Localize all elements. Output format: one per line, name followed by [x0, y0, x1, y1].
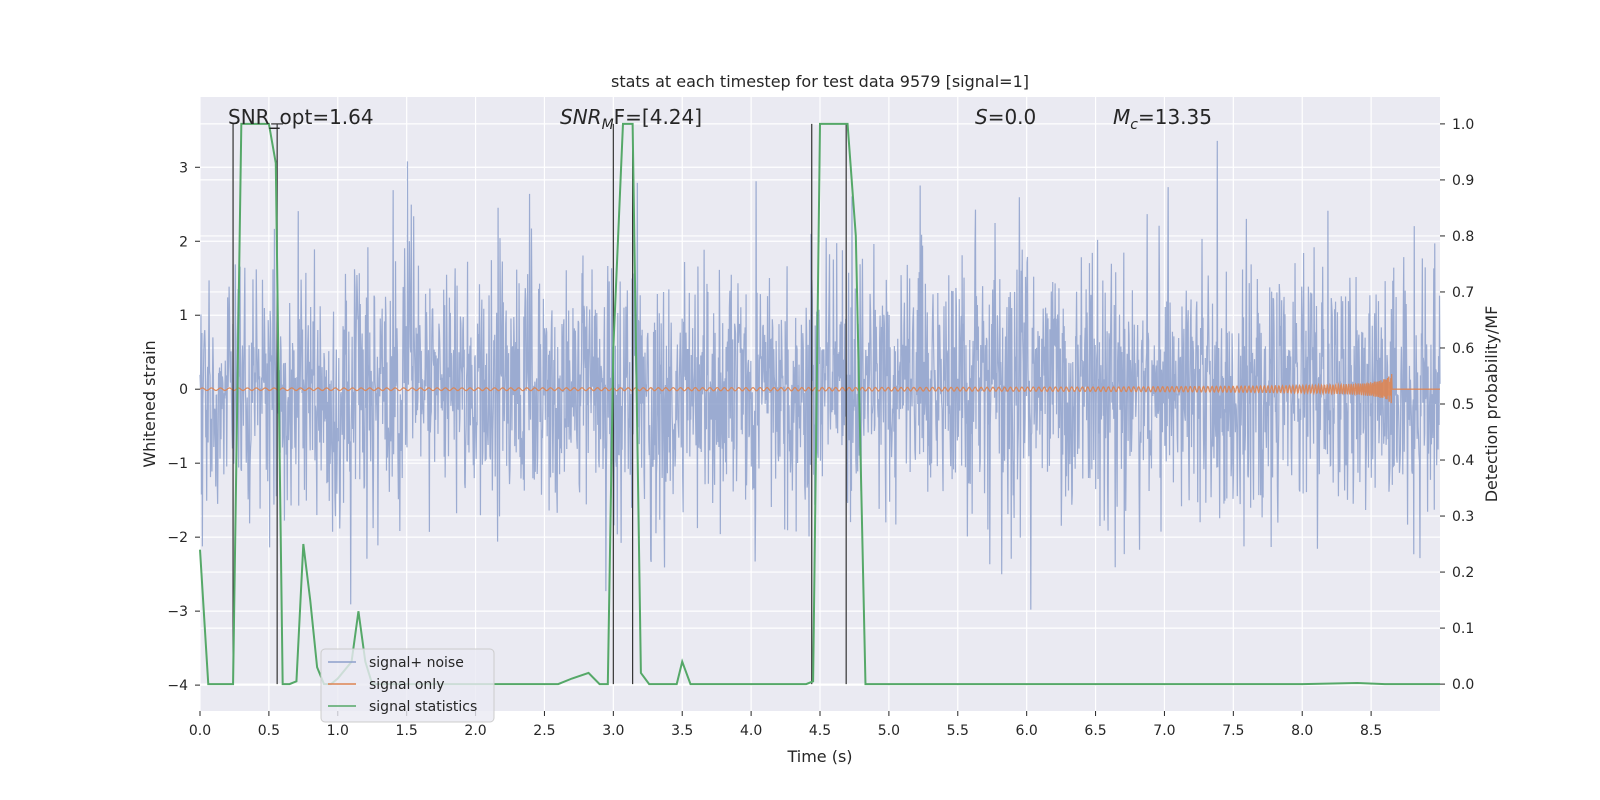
x-tick-label: 7.5: [1222, 723, 1244, 739]
x-tick-label: 6.0: [1016, 723, 1038, 739]
y-tick-label: −3: [167, 604, 188, 620]
legend: signal+ noise signal only signal statist…: [320, 648, 495, 723]
y2-tick-label: 0.4: [1452, 453, 1474, 469]
legend-entry-noise: signal+ noise: [369, 655, 464, 671]
y2-tick-label: 0.0: [1452, 677, 1474, 693]
x-tick-label: 8.5: [1360, 723, 1382, 739]
x-tick-label: 0.0: [189, 723, 211, 739]
y-tick-label: 1: [179, 308, 188, 324]
y2-tick-label: 0.3: [1452, 509, 1474, 525]
annotation-snr-mf-value: F=[4.24]: [614, 105, 702, 129]
stats-trace: [199, 122, 1440, 686]
legend-box: [320, 648, 495, 723]
annotation-s-symbol: S: [975, 105, 988, 129]
y-tick-label: 3: [179, 160, 188, 176]
y2-tick-label: 0.2: [1452, 565, 1474, 581]
annotation-mc-subscript: c: [1130, 117, 1138, 133]
annotation-snr-opt: SNR_opt=1.64: [228, 105, 374, 129]
series-signal-only: [199, 374, 1440, 404]
x-tick-label: 1.0: [327, 723, 349, 739]
y2-tick-label: 0.1: [1452, 621, 1474, 637]
legend-entry-signal: signal only: [369, 677, 444, 693]
x-tick-label: 2.0: [464, 723, 486, 739]
y2-tick-label: 0.5: [1452, 397, 1474, 413]
x-tick-label: 7.0: [1153, 723, 1175, 739]
annotation-s: S=0.0: [975, 105, 1036, 129]
y2-tick-label: 0.6: [1452, 341, 1474, 357]
annotation-s-value: =0.0: [988, 105, 1037, 129]
y2-axis-label: Detection probability/MF: [1482, 306, 1501, 503]
series-signal-plus-noise: [199, 140, 1441, 610]
x-tick-label: 3.5: [671, 723, 693, 739]
y-tick-label: 0: [179, 382, 188, 398]
annotation-snr-mf: SNRMF=[4.24]: [560, 105, 702, 133]
chart-title: stats at each timestep for test data 957…: [611, 72, 1029, 91]
y2-tick-label: 1.0: [1452, 117, 1474, 133]
annotation-snr-mf-subscript: M: [602, 117, 614, 133]
x-tick-labels: 0.0 0.5 1.0 1.5 2.0 2.5 3.0 3.5 4.0 4.5 5.0 5.5 6.0 6…: [189, 711, 1382, 739]
noise-trace: [199, 140, 1441, 610]
x-tick-label: 4.5: [809, 723, 831, 739]
y2-tick-label: 0.8: [1452, 229, 1474, 245]
y-tick-label: −4: [167, 678, 188, 694]
x-tick-label: 8.0: [1291, 723, 1313, 739]
y-tick-label: −2: [167, 530, 188, 546]
x-tick-label: 3.0: [602, 723, 624, 739]
series-signal-statistics: [199, 122, 1440, 686]
x-tick-label: 0.5: [258, 723, 280, 739]
y2-tick-label: 0.9: [1452, 173, 1474, 189]
legend-entry-stats: signal statistics: [369, 699, 477, 715]
x-tick-label: 5.0: [878, 723, 900, 739]
annotation-mc-value: =13.35: [1138, 105, 1212, 129]
x-tick-label: 4.0: [740, 723, 762, 739]
y-tick-labels: 3 2 1 0 −1 −2 −3 −4: [167, 160, 200, 694]
x-tick-label: 2.5: [533, 723, 555, 739]
y-tick-label: 2: [179, 234, 188, 250]
signal-trace: [199, 374, 1440, 404]
annotation-snr-mf-symbol: SNR: [560, 105, 602, 129]
y2-tick-labels: 1.0 0.9 0.8 0.7 0.6 0.5 0.4 0.3 0.2 0.1 0.0: [1440, 117, 1474, 693]
annotation-mc-symbol: M: [1113, 105, 1130, 129]
y-axis-label: Whitened strain: [140, 340, 159, 467]
y2-tick-label: 0.7: [1452, 285, 1474, 301]
annotation-mc: Mc=13.35: [1113, 105, 1212, 133]
y-tick-label: −1: [167, 456, 188, 472]
x-tick-label: 1.5: [396, 723, 418, 739]
x-tick-label: 5.5: [947, 723, 969, 739]
x-axis-label: Time (s): [786, 747, 852, 766]
x-tick-label: 6.5: [1084, 723, 1106, 739]
